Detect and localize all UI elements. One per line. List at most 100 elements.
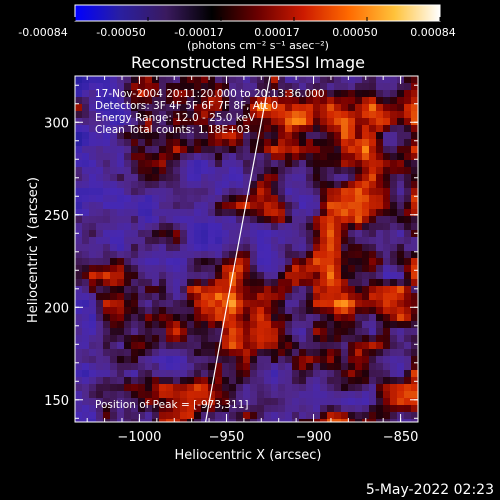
heatmap-pixel: [278, 405, 286, 413]
heatmap-pixel: [124, 335, 132, 343]
heatmap-pixel: [138, 153, 146, 161]
heatmap-pixel: [131, 300, 139, 308]
heatmap-pixel: [355, 195, 363, 203]
heatmap-pixel: [376, 153, 384, 161]
heatmap-pixel: [278, 181, 286, 189]
heatmap-pixel: [201, 258, 209, 266]
heatmap-pixel: [278, 286, 286, 294]
heatmap-pixel: [383, 174, 391, 182]
heatmap-pixel: [278, 97, 286, 105]
heatmap-pixel: [201, 237, 209, 245]
heatmap-pixel: [103, 202, 111, 210]
heatmap-pixel: [292, 146, 300, 154]
heatmap-pixel: [271, 398, 279, 406]
heatmap-pixel: [313, 83, 321, 91]
heatmap-pixel: [201, 230, 209, 238]
heatmap-pixel: [159, 174, 167, 182]
heatmap-pixel: [138, 314, 146, 322]
heatmap-pixel: [313, 377, 321, 385]
heatmap-pixel: [110, 153, 118, 161]
heatmap-pixel: [236, 125, 244, 133]
heatmap-pixel: [320, 139, 328, 147]
heatmap-pixel: [166, 237, 174, 245]
heatmap-pixel: [285, 356, 293, 364]
heatmap-pixel: [82, 321, 90, 329]
heatmap-pixel: [236, 265, 244, 273]
heatmap-pixel: [327, 391, 335, 399]
heatmap-pixel: [292, 321, 300, 329]
heatmap-pixel: [194, 272, 202, 280]
heatmap-pixel: [124, 125, 132, 133]
heatmap-pixel: [222, 167, 230, 175]
heatmap-pixel: [369, 244, 377, 252]
heatmap-pixel: [334, 307, 342, 315]
heatmap-pixel: [236, 90, 244, 98]
heatmap-pixel: [166, 412, 174, 420]
heatmap-pixel: [390, 230, 398, 238]
heatmap-pixel: [96, 195, 104, 203]
heatmap-pixel: [320, 370, 328, 378]
heatmap-pixel: [271, 111, 279, 119]
heatmap-pixel: [306, 265, 314, 273]
heatmap-pixel: [159, 104, 167, 112]
heatmap-pixel: [152, 90, 160, 98]
heatmap-pixel: [75, 209, 83, 217]
heatmap-pixel: [138, 209, 146, 217]
heatmap-pixel: [306, 195, 314, 203]
heatmap-pixel: [271, 377, 279, 385]
heatmap-pixel: [152, 258, 160, 266]
heatmap-pixel: [278, 160, 286, 168]
heatmap-pixel: [348, 181, 356, 189]
heatmap-pixel: [166, 83, 174, 91]
heatmap-pixel: [257, 174, 265, 182]
heatmap-pixel: [306, 391, 314, 399]
heatmap-pixel: [236, 223, 244, 231]
heatmap-pixel: [355, 293, 363, 301]
heatmap-pixel: [138, 286, 146, 294]
heatmap-pixel: [152, 76, 160, 84]
heatmap-pixel: [145, 279, 153, 287]
heatmap-pixel: [243, 223, 251, 231]
heatmap-pixel: [124, 342, 132, 350]
heatmap-pixel: [75, 237, 83, 245]
heatmap-pixel: [397, 265, 405, 273]
heatmap-pixel: [264, 279, 272, 287]
heatmap-pixel: [306, 216, 314, 224]
heatmap-pixel: [96, 174, 104, 182]
heatmap-pixel: [82, 174, 90, 182]
heatmap-pixel: [348, 111, 356, 119]
heatmap-pixel: [306, 188, 314, 196]
heatmap-pixel: [257, 293, 265, 301]
heatmap-pixel: [278, 153, 286, 161]
heatmap-pixel: [383, 195, 391, 203]
heatmap-pixel: [243, 104, 251, 112]
heatmap-pixel: [194, 167, 202, 175]
heatmap-pixel: [362, 90, 370, 98]
heatmap-pixel: [383, 307, 391, 315]
heatmap-pixel: [390, 258, 398, 266]
heatmap-pixel: [82, 146, 90, 154]
heatmap-pixel: [89, 209, 97, 217]
heatmap-pixel: [313, 160, 321, 168]
heatmap-pixel: [250, 391, 258, 399]
heatmap-pixel: [404, 412, 412, 420]
heatmap-pixel: [306, 335, 314, 343]
heatmap-pixel: [369, 139, 377, 147]
heatmap-pixel: [89, 286, 97, 294]
heatmap-pixel: [96, 314, 104, 322]
heatmap-pixel: [292, 412, 300, 420]
heatmap-pixel: [390, 90, 398, 98]
heatmap-pixel: [411, 125, 418, 133]
heatmap-pixel: [138, 230, 146, 238]
heatmap-pixel: [362, 132, 370, 140]
heatmap-pixel: [152, 307, 160, 315]
heatmap-pixel: [383, 342, 391, 350]
heatmap-pixel: [201, 342, 209, 350]
heatmap-pixel: [75, 286, 83, 294]
heatmap-pixel: [110, 314, 118, 322]
heatmap-pixel: [159, 132, 167, 140]
heatmap-pixel: [390, 377, 398, 385]
heatmap-pixel: [404, 209, 412, 217]
heatmap-pixel: [187, 335, 195, 343]
heatmap-pixel: [278, 230, 286, 238]
